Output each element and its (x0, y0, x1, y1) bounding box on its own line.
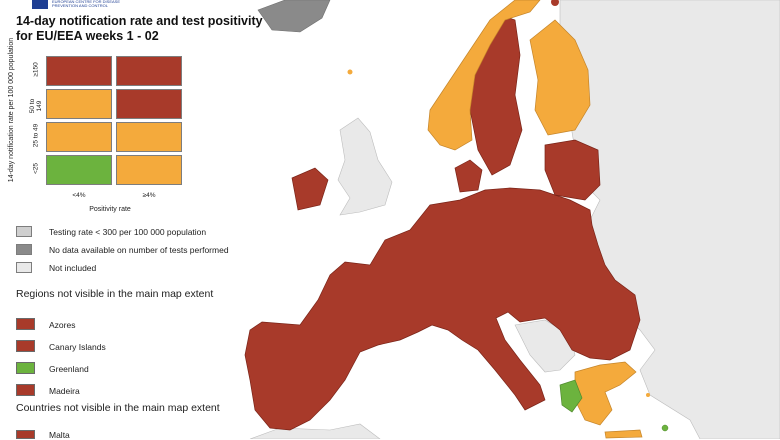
finland-orange (529, 19, 591, 136)
matrix-row-label: 50 to 149 (29, 98, 43, 114)
matrix-row-label: ≥150 (32, 62, 40, 77)
ecdc-logo: EUROPEAN CENTRE FOR DISEASE PREVENTION A… (32, 0, 132, 10)
north-africa (249, 423, 381, 439)
matrix-x-axis-label: Positivity rate (89, 206, 131, 213)
region-label: Madeira (49, 386, 80, 396)
region-swatch (16, 384, 35, 396)
matrix-column-label: <4% (72, 192, 86, 199)
legend-swatch (16, 244, 32, 255)
legend-label: Not included (49, 263, 97, 273)
region-label: Azores (49, 320, 76, 330)
regions-section-title: Regions not visible in the main map exte… (16, 288, 214, 300)
crete-orange (604, 429, 643, 439)
map-title: 14-day notification rate and test positi… (16, 14, 263, 43)
iceland (257, 0, 331, 33)
region-swatch (16, 318, 35, 330)
matrix-row-label: <25 (32, 162, 40, 175)
country-swatch (16, 430, 35, 439)
matrix-cell (46, 155, 112, 185)
countries-section-title: Countries not visible in the main map ex… (16, 402, 220, 414)
legend-label: No data available on number of tests per… (49, 245, 229, 255)
region-label: Greenland (49, 364, 89, 374)
legend-swatch (16, 226, 32, 237)
logo-text: EUROPEAN CENTRE FOR DISEASE PREVENTION A… (52, 0, 121, 8)
matrix-cell (46, 89, 112, 119)
region-swatch (16, 362, 35, 374)
matrix-cell (116, 56, 182, 86)
country-label: Malta (49, 430, 70, 440)
matrix-cell (46, 122, 112, 152)
matrix-row-label: 25 to 49 (32, 123, 40, 148)
region-swatch (16, 340, 35, 352)
ireland-red (291, 167, 329, 211)
denmark-red (454, 159, 483, 193)
balkans-noneu (514, 319, 576, 373)
matrix-cell (116, 155, 182, 185)
baltics-red (544, 139, 601, 201)
norway-orange (427, 0, 541, 151)
matrix-cell (46, 56, 112, 86)
legend-label: Testing rate < 300 per 100 000 populatio… (49, 227, 207, 237)
matrix-cell (116, 122, 182, 152)
legend-swatch (16, 262, 32, 273)
matrix-cell (116, 89, 182, 119)
eu-flag-icon (32, 0, 48, 9)
greece-orange (574, 361, 637, 426)
greece-green (559, 379, 583, 413)
eu-main-red (244, 187, 641, 431)
matrix-y-axis-label: 14-day notification rate per 100 000 pop… (8, 37, 15, 183)
uk-land (337, 117, 393, 216)
region-label: Canary Islands (49, 342, 106, 352)
matrix-column-label: ≥4% (142, 192, 156, 199)
